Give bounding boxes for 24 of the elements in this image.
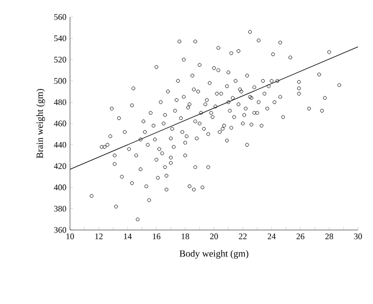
x-tick-label: 24	[268, 234, 276, 240]
y-tick-label: 540	[54, 35, 66, 42]
y-tick-label: 380	[54, 206, 66, 212]
x-tick-label: 26	[296, 234, 304, 240]
y-tick-label: 440	[54, 142, 66, 148]
x-tick-label: 16	[152, 234, 160, 240]
x-axis-title: Body weight (gm)	[180, 250, 248, 259]
y-tick-label: 360	[54, 227, 66, 233]
y-tick-label: 480	[54, 99, 66, 106]
x-tick-label: 18	[182, 234, 190, 240]
x-tick-label: 20	[210, 234, 218, 240]
x-tick-label: 28	[325, 234, 334, 240]
x-tick-label: 14	[124, 234, 132, 240]
y-axis-title: Brain weight (gm)	[36, 88, 45, 158]
y-tick-label: 520	[54, 56, 66, 62]
x-tick-label: 10	[66, 234, 74, 240]
x-tick-label: 22	[238, 234, 247, 240]
y-tick-label: 500	[54, 78, 66, 84]
y-tick-label: 460	[54, 120, 66, 126]
x-tick-label: 30	[354, 234, 362, 240]
x-tick-label: 12	[95, 234, 103, 240]
y-tick-label: 400	[54, 184, 66, 190]
y-tick-label: 420	[54, 163, 66, 169]
y-tick-label: 560	[54, 14, 66, 20]
